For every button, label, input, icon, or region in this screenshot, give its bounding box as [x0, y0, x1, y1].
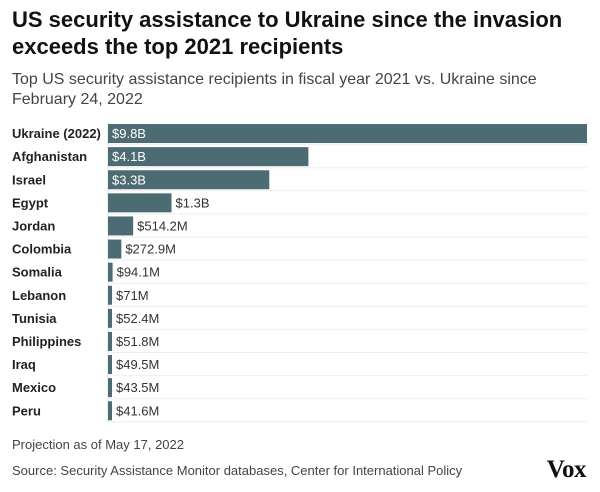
bar [108, 147, 309, 167]
bar [108, 239, 122, 259]
data-label: $49.5M [116, 357, 159, 372]
source-note: Source: Security Assistance Monitor data… [12, 463, 463, 478]
data-label: $52.4M [116, 311, 159, 326]
bar [108, 170, 270, 190]
chart-title: US security assistance to Ukraine since … [12, 7, 563, 59]
data-label: $3.3B [112, 172, 146, 187]
data-label: $94.1M [117, 265, 160, 280]
data-label: $9.8B [112, 126, 146, 141]
category-label: Somalia [12, 265, 63, 280]
bar [108, 308, 112, 328]
data-label: $51.8M [116, 334, 159, 349]
category-label: Jordan [12, 218, 55, 233]
category-label: Mexico [12, 380, 56, 395]
vox-logo: Vox [546, 456, 587, 483]
bar [108, 285, 112, 305]
category-label: Tunisia [12, 311, 57, 326]
bar [108, 262, 113, 282]
data-label: $43.5M [116, 380, 159, 395]
data-label: $272.9M [125, 242, 176, 257]
category-label: Peru [12, 403, 41, 418]
bar [108, 216, 134, 236]
bar [108, 331, 112, 351]
category-label: Philippines [12, 334, 81, 349]
category-label: Lebanon [12, 288, 66, 303]
category-label: Afghanistan [12, 149, 87, 164]
category-label: Israel [12, 172, 46, 187]
chart-subtitle: Top US security assistance recipients in… [12, 71, 537, 108]
bar [108, 193, 172, 213]
category-label: Egypt [12, 195, 49, 210]
bar [108, 401, 112, 421]
data-label: $71M [116, 288, 149, 303]
data-label: $41.6M [116, 403, 159, 418]
bar [108, 355, 112, 375]
data-label: $514.2M [137, 218, 188, 233]
data-label: $1.3B [176, 195, 210, 210]
bar-chart: Ukraine (2022) $9.8B Afghanistan $4.1B Israe… [12, 122, 587, 423]
bar [108, 124, 587, 144]
category-label: Colombia [12, 242, 72, 257]
category-label: Ukraine (2022) [12, 126, 101, 141]
bar [108, 378, 112, 398]
data-label: $4.1B [112, 149, 146, 164]
projection-note: Projection as of May 17, 2022 [12, 437, 184, 452]
category-label: Iraq [12, 357, 36, 372]
